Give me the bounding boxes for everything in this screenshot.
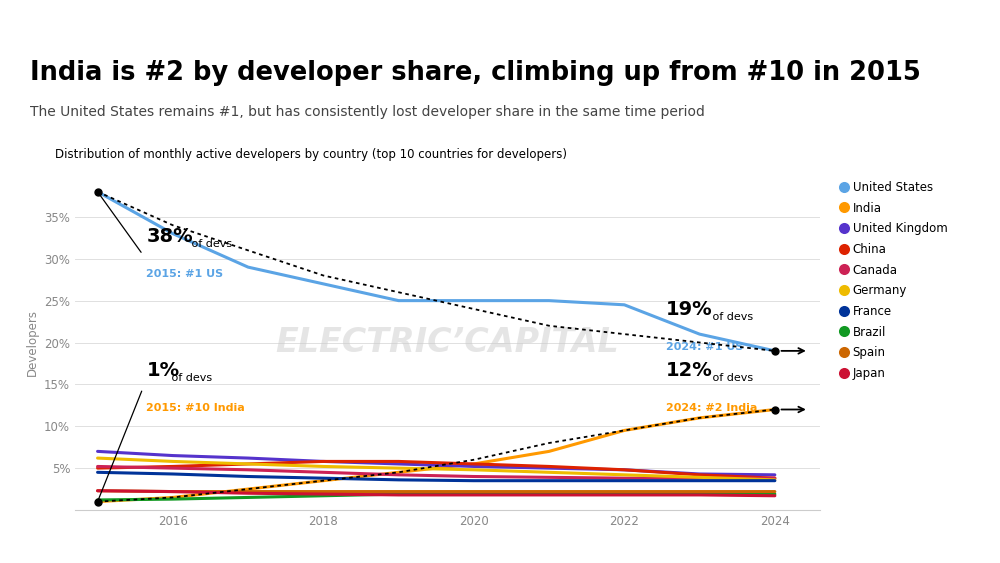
- Text: ELECTRIC’CAPITAL: ELECTRIC’CAPITAL: [18, 12, 147, 25]
- Text: 2015: #1 US: 2015: #1 US: [146, 269, 224, 279]
- Text: of devs: of devs: [168, 373, 212, 383]
- Text: of devs: of devs: [709, 373, 754, 383]
- Text: 2024’DeveloperReport.com: 2024’DeveloperReport.com: [419, 12, 581, 25]
- Text: of devs: of devs: [188, 239, 232, 249]
- Text: The United States remains #1, but has consistently lost developer share in the s: The United States remains #1, but has co…: [30, 105, 705, 119]
- Text: India is #2 by developer share, climbing up from #10 in 2015: India is #2 by developer share, climbing…: [30, 60, 921, 86]
- Text: 2024: #1 US: 2024: #1 US: [666, 342, 743, 352]
- Text: 2015: #10 India: 2015: #10 India: [146, 403, 245, 413]
- Text: 12%: 12%: [666, 361, 712, 380]
- Text: 19%: 19%: [666, 300, 712, 319]
- Legend: United States, India, United Kingdom, China, Canada, Germany, France, Brazil, Sp: United States, India, United Kingdom, Ch…: [841, 181, 947, 380]
- Text: of devs: of devs: [709, 311, 754, 321]
- Text: ELECTRIC’CAPITAL: ELECTRIC’CAPITAL: [276, 326, 619, 359]
- Text: Distribution of monthly active developers by country (top 10 countries for devel: Distribution of monthly active developer…: [55, 148, 567, 161]
- Y-axis label: Developers: Developers: [26, 309, 39, 376]
- Text: 1%: 1%: [146, 361, 180, 380]
- Text: 2024: #2 India: 2024: #2 India: [666, 403, 757, 413]
- Text: 38%: 38%: [146, 227, 193, 246]
- Text: 30: 30: [967, 12, 982, 25]
